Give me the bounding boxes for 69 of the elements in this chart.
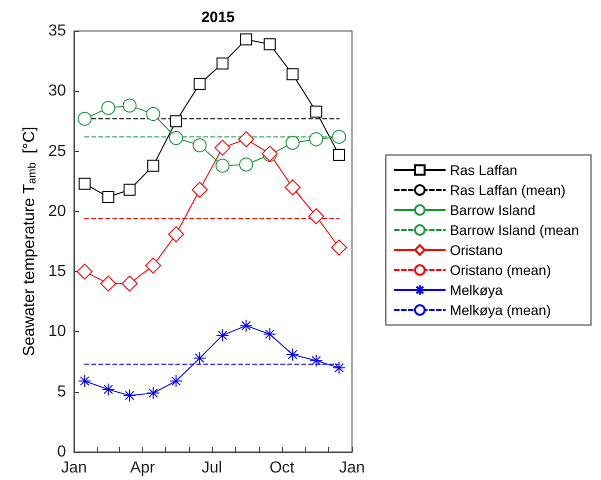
legend-label: Melkøya [450,282,503,298]
y-axis-title: Seawater temperature Tamb [°C] [21,126,38,356]
point [76,264,93,280]
legend-label: Barrow Island (mean [450,222,580,238]
point [122,276,138,292]
x-tick-label: Oct [269,460,295,476]
legend-label: Oristano (mean) [450,262,551,278]
point [124,184,136,196]
point [78,178,91,190]
x-tick-label: Apr [130,460,156,476]
point [101,100,116,115]
point [333,148,346,161]
point [78,374,92,388]
point [308,208,324,224]
point [310,354,323,368]
point [286,68,299,80]
legend-label: Oristano [450,242,503,258]
y-tick-label: 15 [48,263,66,280]
point [264,38,276,50]
point [147,160,160,172]
point [331,240,348,256]
point [238,131,254,148]
point [122,98,137,113]
point [102,382,115,396]
y-tick-label: 0 [57,444,66,460]
point [332,130,346,144]
x-tick-label: Jul [202,460,222,476]
legend-label: Ras Laffan [450,162,518,178]
point [286,136,300,150]
point [310,106,322,118]
point [146,386,160,400]
point [123,388,136,402]
point [309,132,324,146]
point [145,258,162,274]
point [168,226,184,242]
point [332,361,346,374]
point [216,328,230,342]
legend-label: Ras Laffan (mean) [450,182,566,198]
point [284,179,301,196]
point [192,182,208,198]
x-tick-label: Jan [61,460,87,476]
chart-title: 2015 [201,9,235,26]
point [193,352,206,365]
point [194,78,206,90]
y-tick-label: 30 [48,82,66,100]
point [263,328,276,341]
y-tick-label: 5 [57,383,66,400]
point [102,190,114,203]
point [240,33,252,46]
legend-label: Barrow Island [450,202,536,218]
point [286,348,300,362]
x-tick-label: Jan [339,460,365,476]
point [216,57,229,70]
point [100,276,116,292]
point [192,138,207,152]
point [169,131,184,146]
point [239,158,254,172]
point [214,140,231,156]
y-tick-label: 35 [48,22,66,40]
point [78,112,92,126]
point [170,374,183,388]
point [240,319,253,332]
y-tick-label: 20 [48,202,66,220]
point [216,158,230,173]
legend-label: Melkøya (mean) [450,302,551,318]
point [170,115,182,128]
point [146,107,160,121]
y-tick-label: 10 [48,323,66,340]
y-tick-label: 25 [48,142,66,160]
